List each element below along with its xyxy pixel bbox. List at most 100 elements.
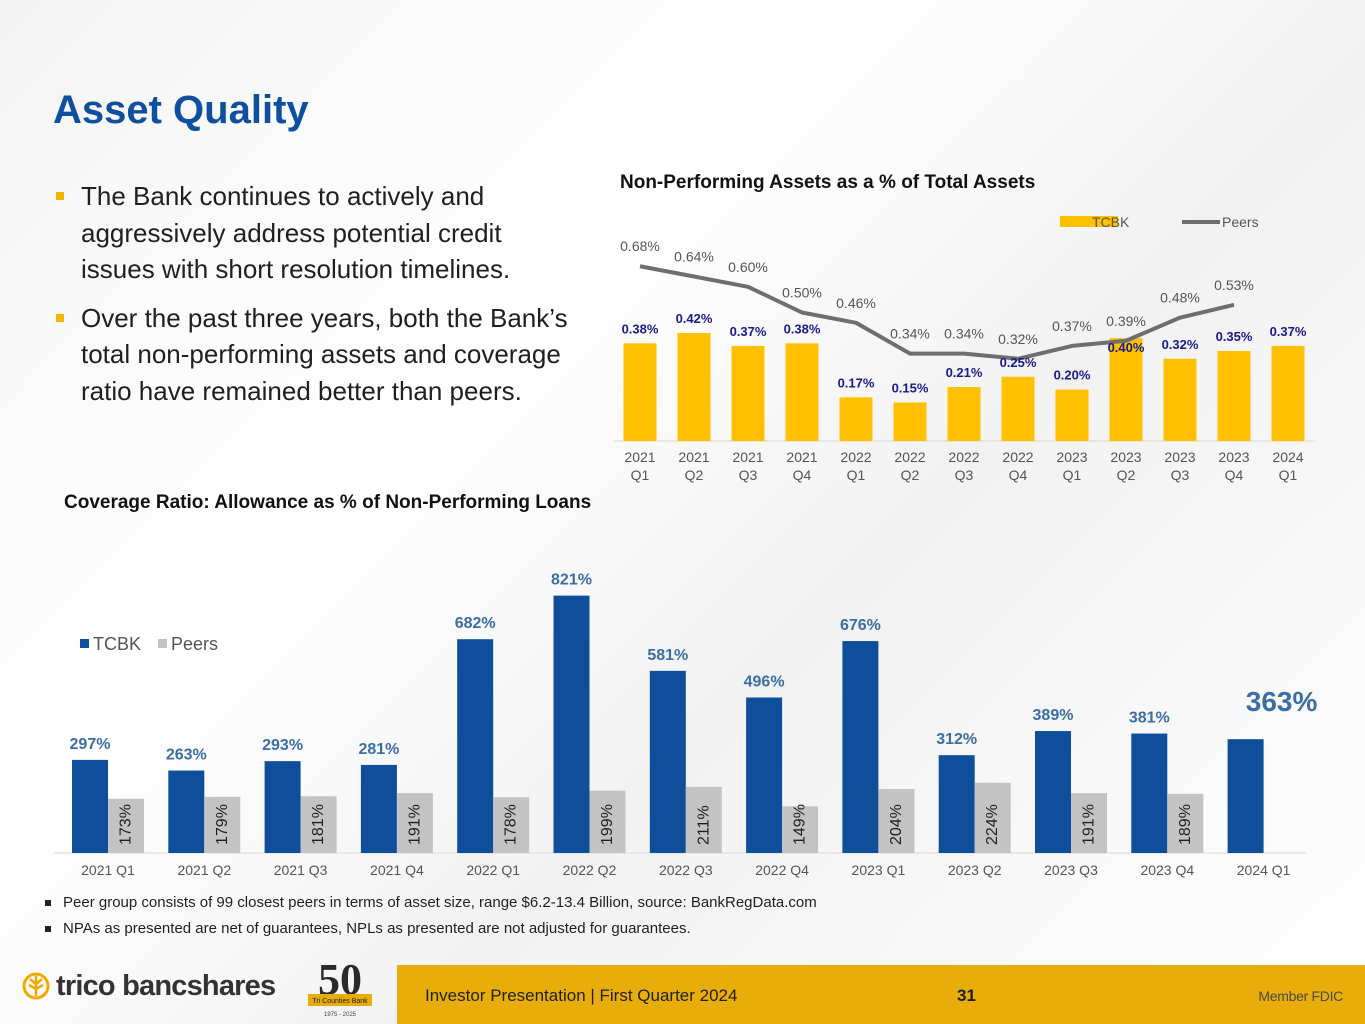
coverage-category-label: 2023 Q1: [852, 862, 906, 878]
npa-category-year: 2021: [624, 449, 655, 465]
coverage-chart: 297% 263% 293% 281% 682% 821% 581% 496% 676% 312%…: [54, 572, 1318, 878]
npa-tcbk-label: 0.21%: [946, 365, 983, 380]
coverage-category-label: 2021 Q4: [370, 862, 424, 878]
npa-peers-label: 0.34%: [944, 326, 984, 342]
coverage-tcbk-bar: [1227, 739, 1264, 853]
npa-tcbk-bar: [893, 402, 927, 441]
npa-category-year: 2023: [1056, 449, 1087, 465]
npa-peers-label: 0.64%: [674, 249, 714, 265]
tree-icon: [22, 972, 50, 1000]
npa-tcbk-bar: [1163, 358, 1197, 441]
npa-tcbk-bar: [839, 397, 873, 441]
footnote-item: NPAs as presented are net of guarantees,…: [45, 916, 817, 942]
coverage-tcbk-label: 312%: [936, 731, 977, 748]
page-number: 31: [957, 986, 976, 1005]
npa-peers-label: 0.53%: [1214, 277, 1254, 293]
npa-tcbk-label: 0.37%: [1270, 324, 1307, 339]
coverage-tcbk-bar: [553, 595, 590, 853]
coverage-tcbk-label: 676%: [840, 617, 881, 634]
coverage-category-label: 2021 Q2: [177, 862, 231, 878]
coverage-tcbk-label: 581%: [647, 647, 688, 664]
npa-tcbk-label: 0.38%: [622, 321, 659, 336]
coverage-category-label: 2021 Q3: [274, 862, 328, 878]
npa-tcbk-bar: [1055, 389, 1089, 441]
coverage-tcbk-bar: [1131, 733, 1168, 853]
coverage-tcbk-label: 297%: [70, 736, 111, 753]
coverage-category-label: 2021 Q1: [81, 862, 135, 878]
bullet-list: The Bank continues to actively and aggre…: [55, 178, 575, 421]
npa-tcbk-label: 0.40%: [1108, 340, 1145, 355]
coverage-tcbk-bar: [360, 764, 397, 853]
coverage-peers-bar: [396, 793, 433, 853]
page-title: Asset Quality: [53, 88, 309, 132]
footnote-square-icon: [45, 926, 51, 932]
legend-peers-label: Peers: [1222, 214, 1259, 230]
logo-wordmark: trico bancshares: [56, 969, 276, 1002]
coverage-tcbk-bar: [842, 641, 879, 853]
npa-tcbk-label: 0.42%: [676, 311, 713, 326]
coverage-tcbk-bar: [72, 759, 108, 853]
npa-peers-label: 0.50%: [782, 285, 822, 301]
npa-category-quarter: Q2: [901, 467, 920, 483]
bullet-item: Over the past three years, both the Bank…: [55, 300, 575, 410]
npa-category-year: 2022: [1002, 449, 1033, 465]
coverage-tcbk-bar: [264, 761, 301, 853]
coverage-tcbk-bar: [1035, 731, 1071, 853]
legend-tcbk-label: TCBK: [93, 634, 141, 654]
coverage-tcbk-label: 293%: [262, 737, 303, 754]
legend-peers-label: Peers: [171, 634, 218, 654]
npa-category-year: 2023: [1164, 449, 1195, 465]
npa-tcbk-bar: [947, 387, 981, 441]
member-fdic: Member FDIC: [1258, 988, 1343, 1004]
npa-tcbk-bar: [785, 343, 819, 441]
npa-category-year: 2021: [732, 449, 763, 465]
npa-peers-label: 0.32%: [998, 331, 1038, 347]
coverage-peers-bar: [204, 796, 241, 853]
coverage-peers-label: 191%: [1081, 804, 1098, 845]
coverage-tcbk-bar: [746, 697, 783, 853]
npa-tcbk-label: 0.38%: [784, 321, 821, 336]
npa-tcbk-bar: [1001, 376, 1035, 441]
legend-tcbk-swatch: [1060, 216, 1118, 227]
coverage-peers-bar: [685, 786, 722, 853]
coverage-peers-bar: [589, 790, 626, 853]
coverage-peers-bar: [300, 796, 337, 853]
npa-tcbk-bar: [623, 343, 657, 441]
footer-bar: Investor Presentation | First Quarter 20…: [397, 965, 1365, 1024]
npa-category-quarter: Q1: [1279, 467, 1298, 483]
coverage-tcbk-highlight-label: 363%: [1246, 686, 1318, 717]
npa-category-quarter: Q4: [793, 467, 812, 483]
coverage-peers-label: 211%: [695, 805, 712, 845]
coverage-peers-bar: [108, 798, 144, 853]
npa-tcbk-label: 0.35%: [1216, 329, 1253, 344]
npa-peers-line: [639, 264, 1235, 361]
npa-tcbk-label: 0.15%: [892, 380, 929, 395]
bullet-square-icon: [56, 192, 64, 200]
npa-category-year: 2021: [678, 449, 709, 465]
coverage-tcbk-label: 389%: [1033, 707, 1074, 724]
npa-chart: 0.38% 0.42% 0.37% 0.38% 0.17% 0.15% 0.21% 0.25%…: [613, 214, 1315, 483]
npa-tcbk-label: 0.25%: [1000, 355, 1037, 370]
npa-category-quarter: Q1: [847, 467, 866, 483]
coverage-category-label: 2022 Q4: [755, 862, 809, 878]
coverage-tcbk-label: 263%: [166, 747, 207, 764]
coverage-peers-label: 149%: [792, 804, 809, 845]
coverage-tcbk-bar: [457, 639, 494, 853]
npa-category-quarter: Q1: [631, 467, 650, 483]
npa-peers-label: 0.60%: [728, 259, 768, 275]
coverage-chart-title: Coverage Ratio: Allowance as % of Non-Pe…: [64, 492, 592, 513]
npa-category-quarter: Q3: [1171, 467, 1190, 483]
legend-peers-swatch: [158, 639, 167, 648]
npa-peers-label: 0.48%: [1160, 290, 1200, 306]
coverage-peers-label: 199%: [599, 804, 616, 845]
coverage-tcbk-label: 381%: [1129, 710, 1170, 727]
npa-category-quarter: Q4: [1225, 467, 1244, 483]
npa-tcbk-bar: [1271, 345, 1305, 441]
npa-peers-label: 0.37%: [1052, 318, 1092, 334]
footnote-text: Peer group consists of 99 closest peers …: [63, 894, 817, 911]
npa-peers-label: 0.46%: [836, 295, 876, 311]
bullet-square-icon: [56, 313, 64, 322]
coverage-category-label: 2024 Q1: [1237, 862, 1291, 878]
npa-tcbk-bar: [677, 333, 711, 441]
npa-tcbk-label: 0.20%: [1054, 368, 1091, 383]
